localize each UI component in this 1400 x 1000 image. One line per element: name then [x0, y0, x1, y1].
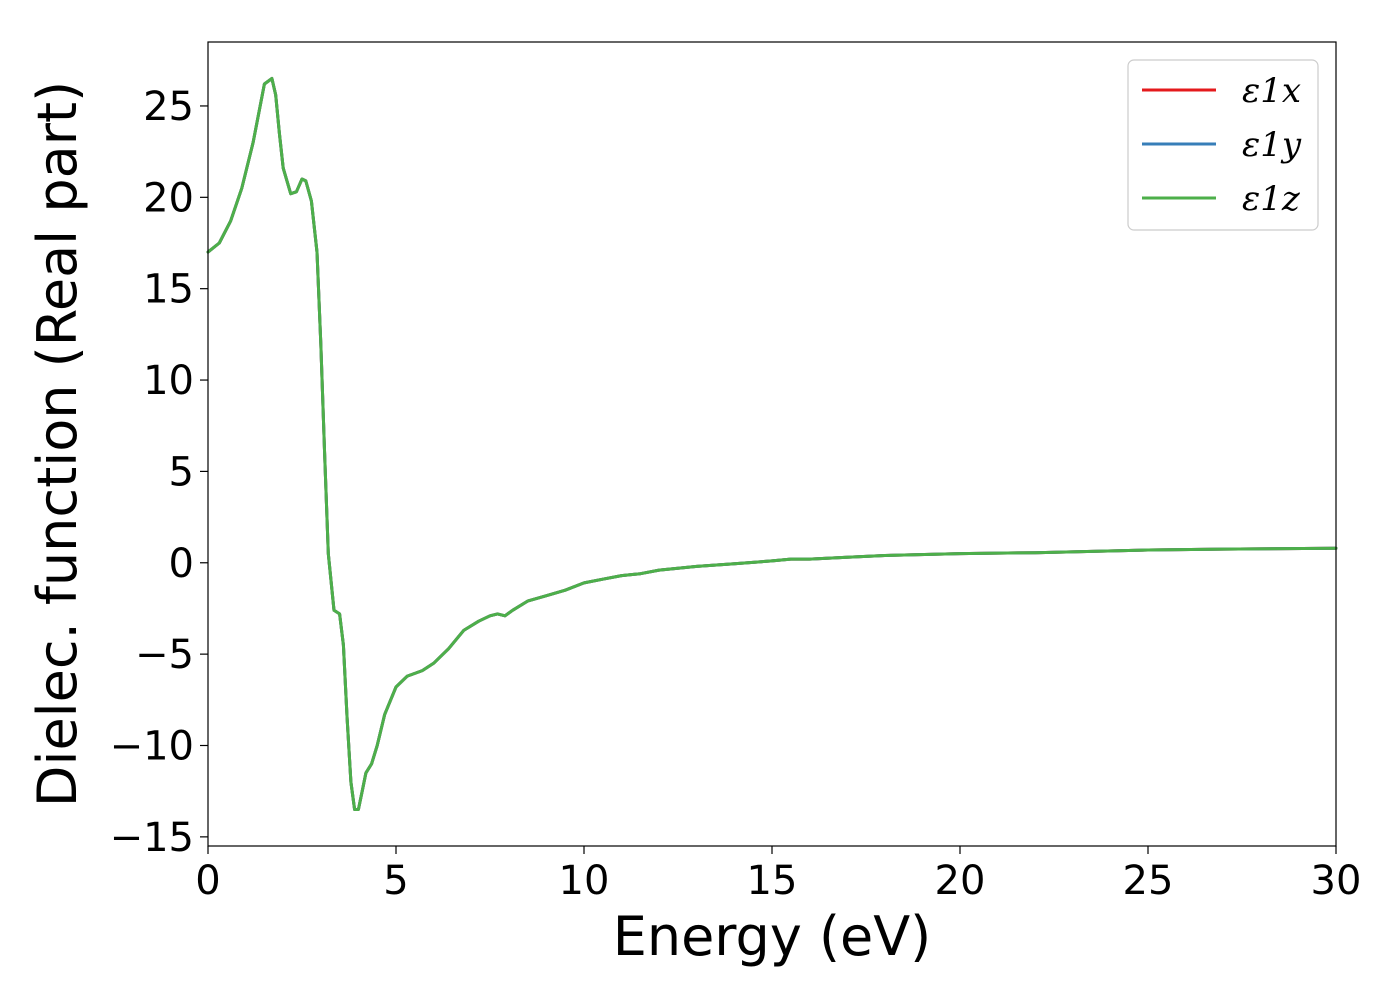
y-axis: −15 −10 −5 0 5 10 15 20 25	[110, 84, 208, 861]
y-tick-label: 25	[143, 84, 194, 130]
y-tick-label: 0	[169, 541, 194, 587]
legend-label-1: ε1x	[1242, 71, 1301, 111]
x-tick-label: 25	[1123, 858, 1174, 904]
y-tick-label: 20	[143, 175, 194, 221]
series-line-3	[206, 77, 1338, 811]
x-tick-label: 15	[747, 858, 798, 904]
legend-label-2: ε1y	[1242, 125, 1302, 165]
legend-box	[1127, 59, 1319, 231]
x-axis-label: Energy (eV)	[613, 905, 932, 968]
x-tick-label: 0	[195, 858, 220, 904]
y-tick-label: 5	[169, 449, 194, 495]
y-tick-label: −5	[135, 632, 194, 678]
legend-label-3: ε1z	[1242, 179, 1301, 219]
x-tick-label: 20	[935, 858, 986, 904]
x-tick-label: 5	[383, 858, 408, 904]
y-tick-label: −15	[110, 815, 194, 861]
x-tick-label: 10	[559, 858, 610, 904]
x-axis: 0 5 10 15 20 25 30	[195, 846, 1361, 904]
y-tick-label: −10	[110, 724, 194, 770]
y-axis-label: Dielec. function (Real part)	[26, 81, 89, 807]
y-tick-label: 15	[143, 267, 194, 313]
legend: ε1x ε1y ε1z	[1127, 59, 1319, 231]
y-tick-label: 10	[143, 358, 194, 404]
series-layer	[206, 77, 1338, 811]
x-tick-label: 30	[1311, 858, 1362, 904]
